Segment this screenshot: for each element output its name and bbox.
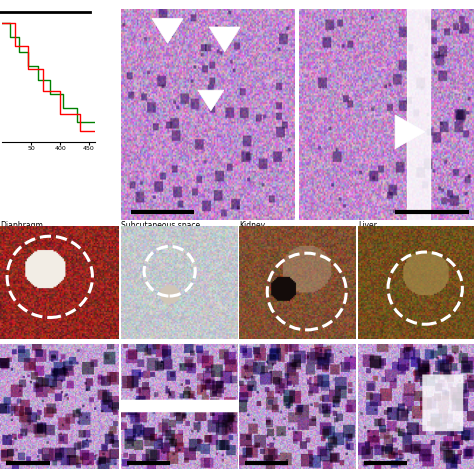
Polygon shape xyxy=(152,18,183,43)
Text: B: B xyxy=(121,11,132,25)
Polygon shape xyxy=(209,27,240,52)
Polygon shape xyxy=(198,90,224,111)
Text: Liver: Liver xyxy=(358,221,377,230)
Text: Subcutaneous space: Subcutaneous space xyxy=(121,221,200,230)
Bar xyxy=(407,9,430,220)
Polygon shape xyxy=(395,115,425,149)
Text: Diaphragm: Diaphragm xyxy=(0,221,43,230)
Text: Kidney: Kidney xyxy=(239,221,265,230)
